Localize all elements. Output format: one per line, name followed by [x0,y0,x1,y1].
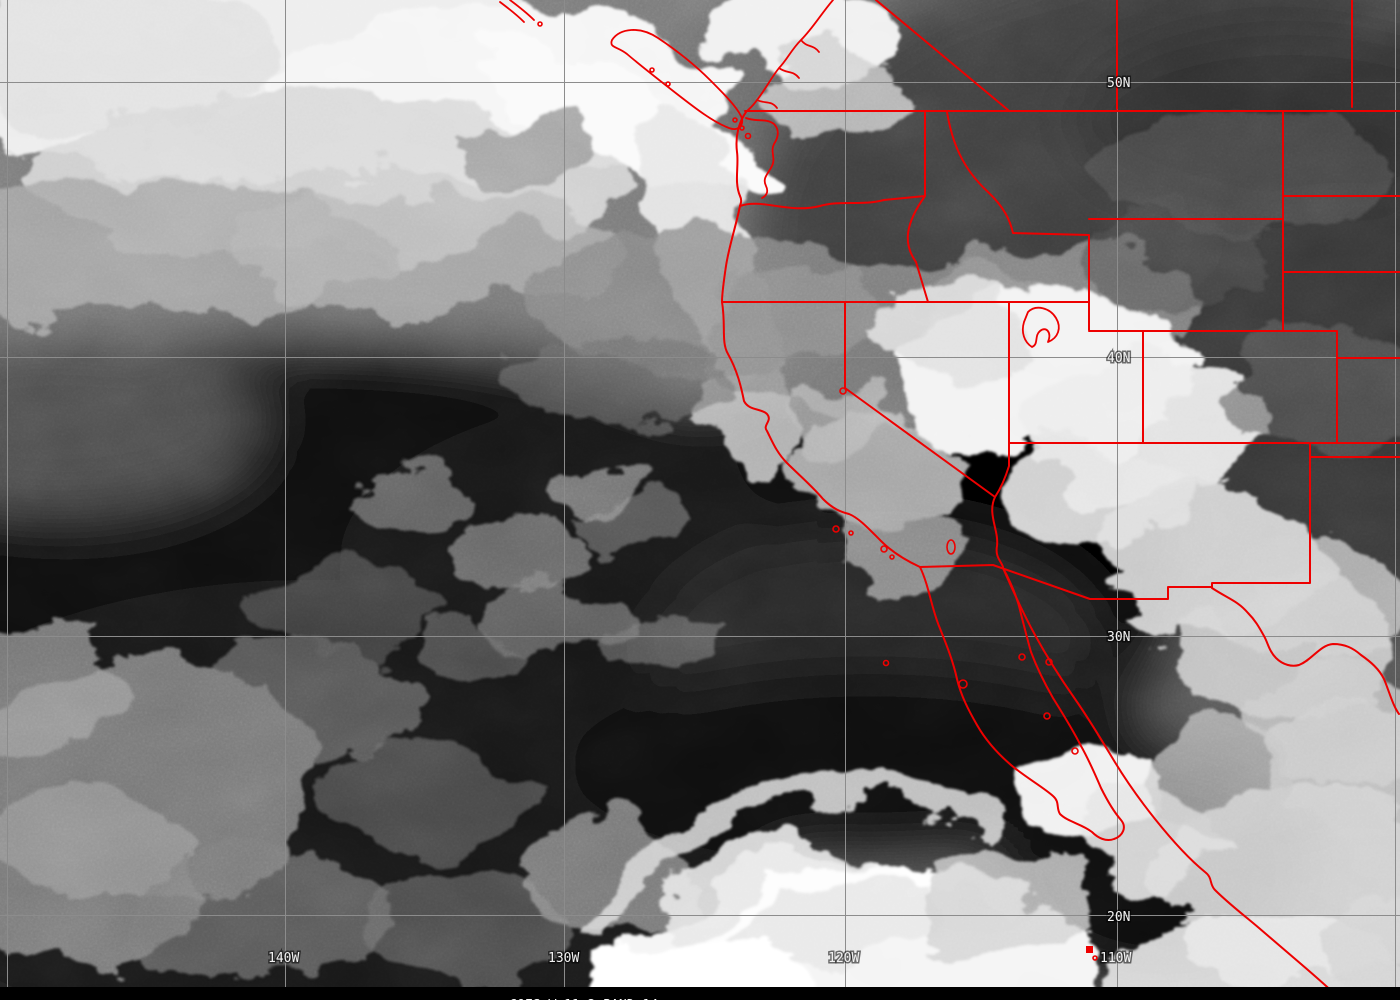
lat-label-50n: 50N [1107,76,1130,91]
great-salt-lake [1021,306,1060,348]
caption-bar: GOES-W 11.2 BAND 14 SEP 26 2025 02:00 Z … [0,987,1400,1000]
graticule-labels: 50N 40N 30N 20N 140W 130W 120W 110W [267,75,1133,968]
state-borders [721,0,1400,715]
small-islands-and-lakes [537,21,1098,961]
lon-label-110w: 110W [1100,951,1131,966]
caption-text: GOES-W 11.2 BAND 14 SEP 26 2025 02:00 Z … [478,986,696,1000]
lon-label-120w: 120W [828,951,859,966]
lat-label-20n: 20N [1107,910,1130,925]
lat-label-30n: 30N [1107,630,1130,645]
lon-label-140w: 140W [268,951,299,966]
political-borders-overlay [499,0,1400,1000]
lat-label-40n: 40N [1107,351,1130,366]
lon-label-130w: 130W [548,951,579,966]
